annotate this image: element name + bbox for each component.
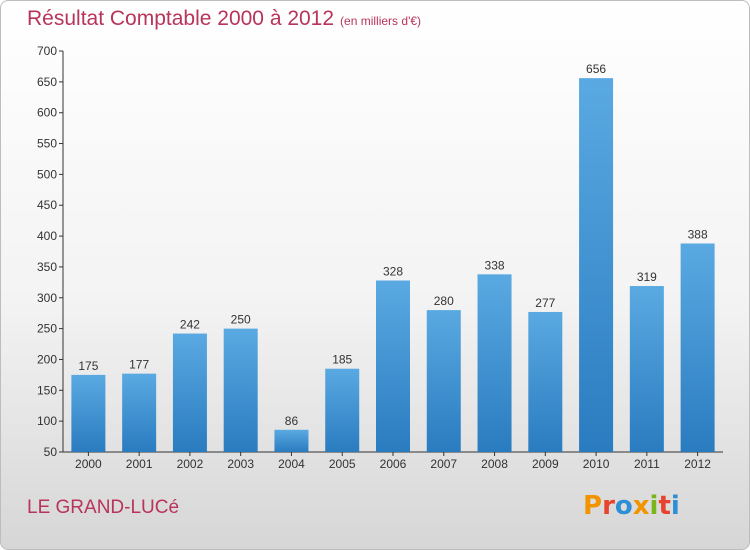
- x-tick-label: 2006: [380, 457, 407, 471]
- logo-letter: P: [583, 491, 603, 521]
- bar: [172, 333, 207, 452]
- logo-letter: t: [658, 491, 671, 521]
- x-tick-label: 2011: [634, 457, 660, 471]
- y-tick-label: 150: [37, 383, 57, 397]
- y-tick-label: 300: [37, 291, 57, 305]
- data-label: 175: [78, 359, 98, 373]
- bar: [680, 243, 715, 452]
- y-tick-label: 50: [44, 445, 58, 459]
- x-tick-label: 2003: [227, 457, 254, 471]
- data-label: 242: [180, 318, 200, 332]
- chart-title: Résultat Comptable 2000 à 2012 (en millie…: [27, 7, 421, 31]
- y-tick-label: 550: [37, 137, 57, 151]
- bar: [528, 311, 563, 452]
- data-label: 280: [434, 294, 454, 308]
- x-tick-label: 2005: [329, 457, 356, 471]
- x-tick-label: 2002: [177, 457, 204, 471]
- x-tick-label: 2008: [481, 457, 508, 471]
- bar: [274, 429, 309, 452]
- logo-letter: o: [614, 491, 633, 521]
- unit-note: (en milliers d'€): [340, 14, 422, 28]
- x-tick-label: 2012: [684, 457, 711, 471]
- title-text: Résultat Comptable 2000 à 2012: [27, 7, 335, 30]
- data-label: 338: [485, 258, 505, 272]
- data-label: 185: [332, 353, 352, 367]
- y-tick-label: 450: [37, 198, 57, 212]
- data-label: 319: [637, 270, 657, 284]
- data-label: 86: [285, 414, 299, 428]
- proxiti-logo[interactable]: Proxiti: [583, 491, 680, 521]
- x-tick-label: 2001: [126, 457, 153, 471]
- bar: [325, 368, 360, 452]
- x-tick-label: 2009: [532, 457, 559, 471]
- y-tick-label: 650: [37, 75, 57, 89]
- x-tick-label: 2010: [583, 457, 610, 471]
- data-label: 328: [383, 264, 403, 278]
- city-name: LE GRAND-LUCé: [27, 497, 180, 518]
- bar: [71, 374, 106, 452]
- bar: [629, 286, 664, 452]
- bar: [426, 310, 461, 452]
- y-tick-label: 100: [37, 414, 57, 428]
- bar: [477, 274, 512, 452]
- x-tick-label: 2004: [278, 457, 305, 471]
- bar: [122, 373, 157, 452]
- logo-letter: i: [670, 491, 680, 521]
- logo-letter: i: [649, 491, 659, 521]
- data-label: 250: [231, 313, 251, 327]
- x-tick-label: 2007: [430, 457, 457, 471]
- y-tick-label: 250: [37, 322, 57, 336]
- data-label: 277: [535, 296, 555, 310]
- data-label: 388: [688, 227, 708, 241]
- logo-letter: x: [632, 491, 650, 521]
- x-tick-label: 2000: [75, 457, 102, 471]
- y-tick-label: 200: [37, 352, 57, 366]
- data-label: 656: [586, 62, 606, 76]
- data-label: 177: [129, 358, 149, 372]
- y-tick-label: 500: [37, 167, 57, 181]
- bar: [579, 78, 614, 452]
- bar: [223, 328, 258, 452]
- y-tick-label: 400: [37, 229, 57, 243]
- logo-letter: r: [602, 491, 615, 521]
- y-tick-label: 350: [37, 260, 57, 274]
- y-tick-label: 600: [37, 106, 57, 120]
- bar: [376, 280, 410, 452]
- y-tick-label: 700: [37, 44, 57, 58]
